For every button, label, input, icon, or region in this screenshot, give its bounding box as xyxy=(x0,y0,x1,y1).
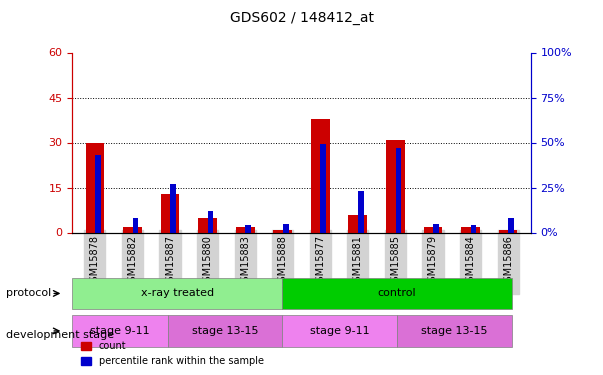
Text: x-ray treated: x-ray treated xyxy=(141,288,214,298)
Bar xyxy=(461,226,480,232)
Bar xyxy=(283,224,289,232)
Bar xyxy=(433,224,439,232)
Bar xyxy=(273,230,292,232)
Bar xyxy=(236,226,254,232)
Bar xyxy=(508,218,514,232)
Bar xyxy=(170,184,176,232)
Bar xyxy=(358,191,364,232)
Bar xyxy=(320,144,326,232)
Bar xyxy=(95,155,101,232)
Bar xyxy=(123,226,142,232)
Text: development stage: development stage xyxy=(6,330,114,340)
Legend: count, percentile rank within the sample: count, percentile rank within the sample xyxy=(77,338,268,370)
Bar xyxy=(198,217,217,232)
Bar xyxy=(471,225,476,232)
Bar xyxy=(423,226,443,232)
Text: stage 13-15: stage 13-15 xyxy=(192,326,258,336)
Bar xyxy=(86,142,104,232)
Bar xyxy=(133,218,138,232)
Text: GDS602 / 148412_at: GDS602 / 148412_at xyxy=(230,11,373,25)
Bar xyxy=(208,211,213,232)
Text: control: control xyxy=(377,288,416,298)
Bar xyxy=(245,225,251,232)
Bar xyxy=(499,230,517,232)
Bar xyxy=(311,118,330,232)
Text: stage 9-11: stage 9-11 xyxy=(310,326,370,336)
Bar xyxy=(349,214,367,232)
Bar xyxy=(160,194,180,232)
Bar xyxy=(396,148,401,232)
Text: stage 13-15: stage 13-15 xyxy=(421,326,487,336)
Bar xyxy=(386,140,405,232)
Text: protocol: protocol xyxy=(6,288,51,298)
Text: stage 9-11: stage 9-11 xyxy=(90,326,150,336)
